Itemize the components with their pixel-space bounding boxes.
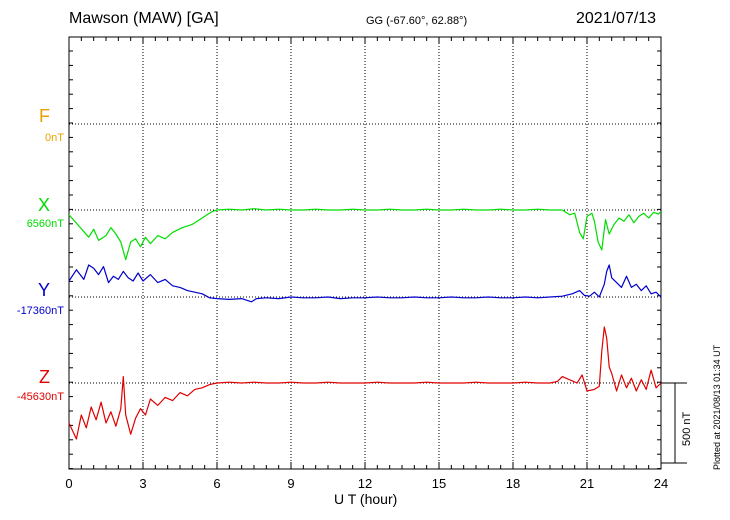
- component-x-baseline: 6560nT: [26, 218, 64, 230]
- x-tick-label: 6: [213, 476, 220, 491]
- geographic-coordinates: GG (-67.60°, 62.88°): [366, 15, 468, 27]
- x-axis-label: U T (hour): [334, 491, 398, 507]
- component-f-baseline: 0nT: [45, 132, 64, 144]
- station-title: Mawson (MAW) [GA]: [69, 10, 219, 27]
- x-tick-label: 24: [654, 476, 668, 491]
- component-y-baseline: -17360nT: [16, 305, 64, 317]
- component-x-label: X: [37, 195, 50, 215]
- component-z-baseline: -45630nT: [16, 391, 64, 403]
- grid: [69, 37, 661, 469]
- x-tick-label: 18: [506, 476, 520, 491]
- scale-bar-label: 500 nT: [681, 411, 693, 446]
- x-tick-label: 0: [65, 476, 72, 491]
- component-y-label: Y: [37, 280, 50, 300]
- plot-frame: [68, 36, 662, 470]
- component-f-label: F: [39, 106, 50, 126]
- series-line-z: [68, 326, 662, 440]
- series-line-x: [68, 208, 662, 261]
- series-line-y: [68, 264, 662, 303]
- x-tick-label: 12: [358, 476, 372, 491]
- plot-date: 2021/07/13: [576, 10, 657, 27]
- plotted-timestamp: Plotted at 2021/08/13 01:34 UT: [712, 344, 722, 470]
- scale-bar: [661, 382, 687, 464]
- component-z-label: Z: [39, 367, 50, 387]
- x-axis-ticks: 0 3 6 9 12 15 18 21 24: [65, 476, 668, 491]
- x-tick-label: 21: [580, 476, 594, 491]
- x-tick-label: 3: [139, 476, 146, 491]
- x-tick-label: 9: [287, 476, 294, 491]
- x-tick-label: 15: [432, 476, 446, 491]
- data-series: [68, 208, 662, 440]
